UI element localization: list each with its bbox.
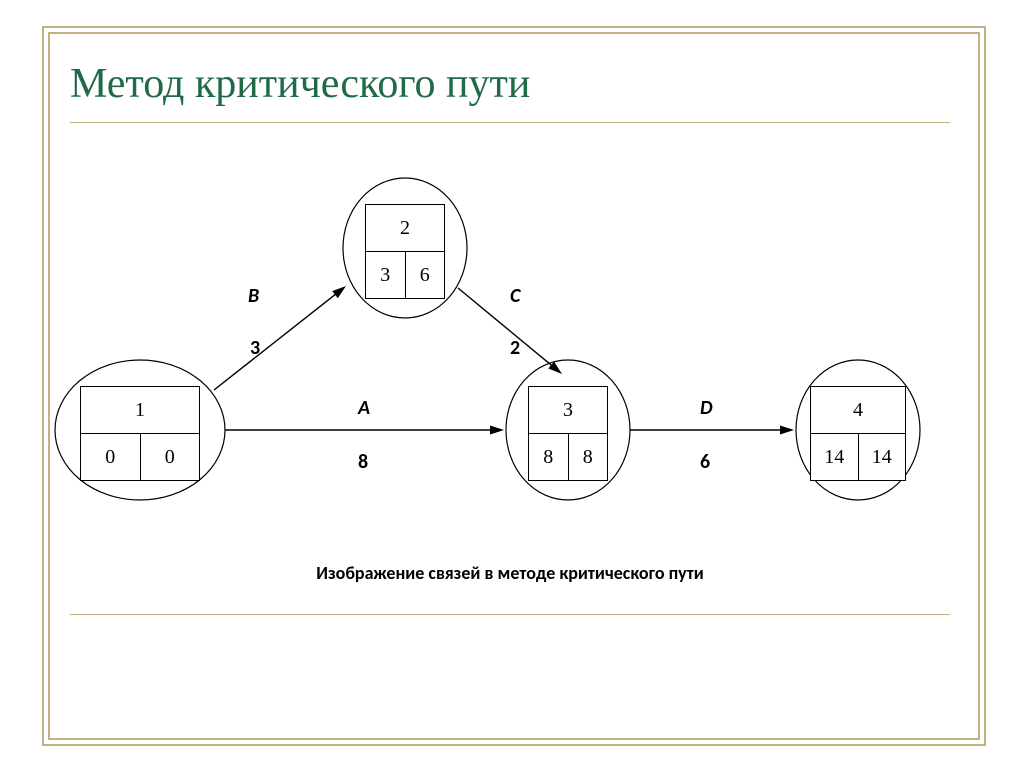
- node-table-1: 100: [80, 386, 200, 481]
- node-4-id: 4: [811, 387, 906, 434]
- edge-name-B: B: [248, 284, 259, 308]
- edge-weight-A: 8: [358, 450, 368, 474]
- edge-C: [458, 288, 552, 366]
- node-3-id: 3: [529, 387, 608, 434]
- bottom-rule: [70, 614, 950, 615]
- node-3-early: 8: [529, 434, 569, 481]
- edge-arrowhead-A: [490, 426, 504, 435]
- node-3-late: 8: [568, 434, 608, 481]
- node-table-4: 41414: [810, 386, 906, 481]
- edge-arrowhead-C: [548, 362, 562, 374]
- edge-arrowhead-D: [780, 426, 794, 435]
- edge-name-D: D: [700, 396, 713, 420]
- node-2-early: 3: [366, 252, 406, 299]
- edge-name-A: A: [358, 396, 370, 420]
- edge-weight-B: 3: [250, 336, 260, 360]
- edge-weight-D: 6: [700, 450, 710, 474]
- node-2-late: 6: [405, 252, 445, 299]
- node-4-early: 14: [811, 434, 859, 481]
- node-table-3: 388: [528, 386, 608, 481]
- edge-name-C: C: [510, 284, 520, 308]
- edge-arrowhead-B: [332, 286, 346, 298]
- diagram-canvas: [0, 0, 1024, 768]
- node-table-2: 236: [365, 204, 445, 299]
- node-2-id: 2: [366, 205, 445, 252]
- edge-B: [214, 294, 336, 390]
- node-1-late: 0: [140, 434, 200, 481]
- node-4-late: 14: [858, 434, 906, 481]
- node-1-early: 0: [81, 434, 141, 481]
- node-1-id: 1: [81, 387, 200, 434]
- diagram-caption: Изображение связей в методе критического…: [250, 562, 770, 584]
- edge-weight-C: 2: [510, 336, 520, 360]
